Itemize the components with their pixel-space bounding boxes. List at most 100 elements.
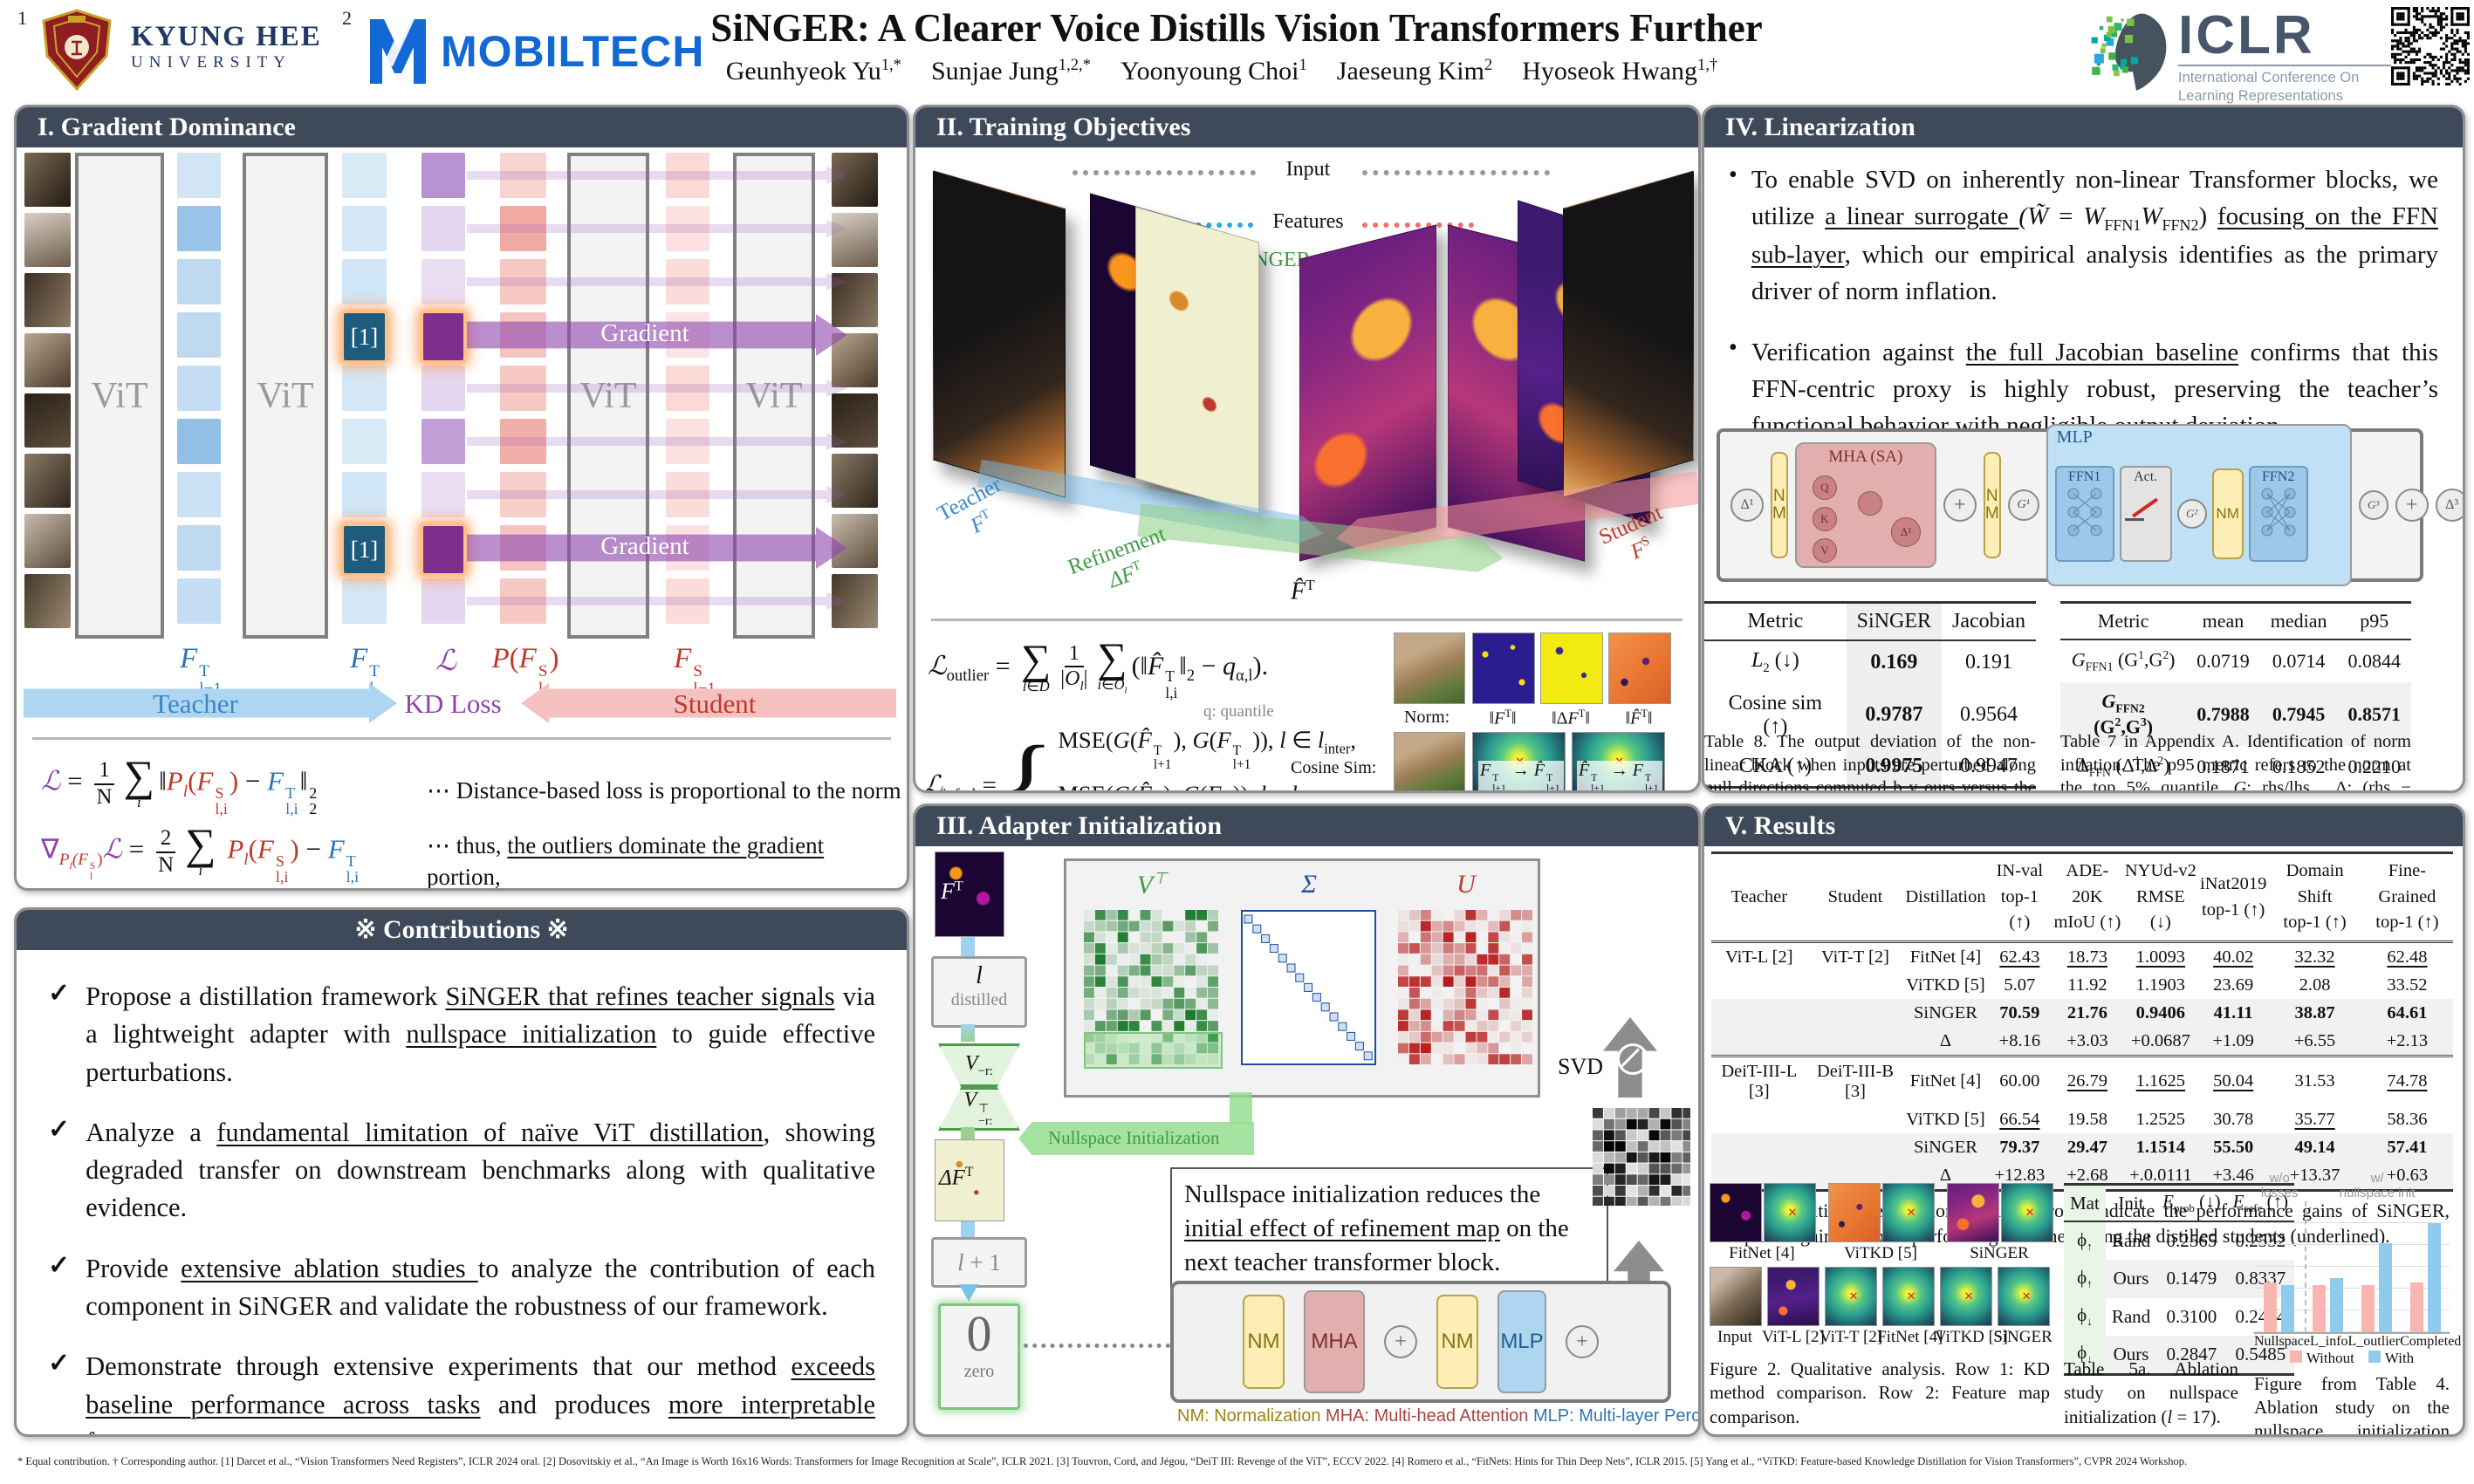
table-row: GFFN2 (G2,G3) 0.7988 0.7945 0.8571 (2060, 681, 2411, 747)
refinement-plane (1135, 206, 1259, 515)
features-label: Features (1272, 210, 1344, 233)
table-row: ΔFFN (Δ1,Δ2) 0.1871 0.1852 0.2210 (2060, 746, 2411, 788)
iclr-rule (2178, 64, 2401, 66)
bar-plot (2254, 1200, 2450, 1334)
table-cell: +2.68 (2066, 1165, 2108, 1185)
table-cell: 62.48 (2387, 947, 2428, 967)
nullspace-init-label: Nullspace Initialization (1048, 1127, 1220, 1148)
feature-token (421, 153, 465, 198)
input-patch (832, 514, 878, 568)
table-cell: 0.0719 (2196, 649, 2250, 672)
feature-map-comparison (1940, 1267, 1992, 1326)
loss-label: ℒ (435, 646, 456, 677)
table-cell: 0.9947 (1960, 754, 2018, 777)
figure-tile-label: SiNGER (1970, 1244, 2029, 1262)
register-token: [1] (340, 310, 388, 364)
table-cell: 32.32 (2294, 947, 2335, 967)
table-cell: 0.0714 (2272, 649, 2326, 672)
table-cell (1807, 971, 1904, 999)
kyunghee-logo: KYUNG HEE UNIVERSITY (131, 21, 322, 72)
mlp-block: MLP (1497, 1290, 1546, 1393)
input-patch (832, 454, 878, 508)
contribution-item: ✓ Demonstrate through extensive experimen… (48, 1348, 875, 1434)
table-header-row: Teacher Student Distillation IN-val top-1 (… (1711, 852, 2453, 944)
feature-token (342, 578, 387, 624)
check-icon: ✓ (48, 1250, 71, 1280)
student-input-image (1563, 170, 1694, 498)
v-node: V (1812, 538, 1837, 563)
bullet-1-text: To enable SVD on inherently non-linear T… (1751, 166, 2438, 305)
table-cell: 0.169 (1846, 640, 1943, 684)
author: Sunjae Jung1,2,* (930, 56, 1091, 85)
vit-block-2: ViT (243, 153, 328, 639)
table-cell (1807, 1027, 1904, 1057)
table-cell: 57.41 (2387, 1137, 2428, 1157)
column-header: iNat2019 top-1 (↑) (2198, 852, 2269, 944)
table-cell: +3.46 (2212, 1165, 2254, 1185)
section-3-title: III. Adapter Initialization (915, 806, 1698, 846)
column-header: Student (1806, 852, 1904, 944)
table-row: ViTKD [5] 66.54 19.58 1.2525 30.78 35.77 58.36 (1711, 1105, 2453, 1133)
ffn1-label: FFN1 (2067, 469, 2101, 484)
norm-node-3: NM (2211, 468, 2244, 559)
loss-formula-note: ⋯ Distance-based loss is proportional to… (427, 777, 901, 804)
feature-token (500, 366, 546, 411)
feature-token (342, 259, 387, 304)
input-patch (832, 213, 878, 267)
block-linearization-diagram: Δ¹ NM MHA (SA) Q K V Δ² + NM G¹ MLP FFN1… (1717, 424, 2463, 586)
weight-matrix-noise (1593, 1108, 1690, 1206)
table-cell: 0.2210 (2347, 756, 2402, 778)
chart-legend: Without With (2254, 1350, 2450, 1367)
table-header-row: Metric mean median p95 (2060, 602, 2411, 640)
kd-comparison-map (1764, 1183, 1816, 1242)
table-cell: 31.53 (2268, 1055, 2361, 1106)
g3-node: G³ (2358, 490, 2388, 520)
table-cell: +6.55 (2293, 1030, 2336, 1050)
norm-row-label: Norm: (1404, 708, 1450, 727)
residual-add-2: + (1566, 1325, 1599, 1358)
v-transpose-label: V⊤ (1136, 870, 1168, 899)
input-patch (832, 333, 878, 387)
input-patch (832, 273, 878, 327)
residual-add-1: + (1943, 489, 1977, 522)
column-header: Mat (2064, 1184, 2106, 1223)
table-cell: Ours (2113, 1268, 2149, 1289)
kd-comparison-map (2001, 1183, 2053, 1242)
feature-token (421, 419, 465, 464)
input-dots-right (1362, 170, 1550, 175)
table-row: Δ +8.16 +3.03 +0.0687 +1.09 +6.55 +2.13 (1711, 1027, 2453, 1057)
zero-label: zero (963, 1361, 995, 1381)
category-label: Completed (2400, 1333, 2462, 1349)
table-cell: DeiT-III-L [3] (1711, 1055, 1807, 1106)
table-cell: 0.8571 (2347, 702, 2402, 725)
section-2-title: II. Training Objectives (915, 107, 1698, 147)
ffn-net-icon (2261, 488, 2296, 537)
bar-with (2329, 1278, 2343, 1332)
iclr-acronym: ICLR (2178, 5, 2315, 65)
contribution-item: ✓ Provide extensive ablation studies to a… (48, 1250, 875, 1326)
teacher-arrow (24, 683, 397, 723)
table-row: L2 (↓) 0.169 0.191 (1704, 640, 2036, 684)
input-image (1710, 1267, 1762, 1326)
bar-group (2409, 1201, 2441, 1332)
table-cell: ϕ↓ (2064, 1335, 2106, 1375)
divider (32, 737, 891, 740)
feature-token (342, 419, 387, 464)
divider (931, 619, 1682, 621)
table-cell: 0.9406 (2135, 1002, 2186, 1022)
info-loss-case-2: MSE(G(F̂Tl), G(FTl)), l = lfinal. (1058, 781, 1356, 790)
feature-token (177, 259, 221, 304)
feature-token (177, 525, 221, 571)
no-grad-icon (1617, 1043, 1648, 1075)
figure-tile-label: ViTKD [5] (1844, 1244, 1917, 1262)
gradient-arrow-faint (467, 592, 847, 610)
table-cell: Δ (1939, 1030, 1952, 1050)
brace: { (999, 723, 1055, 793)
table-cell: +13.37 (2289, 1165, 2340, 1185)
feature-token (342, 206, 387, 251)
legend-item: Without (2289, 1350, 2354, 1367)
table-cell: 74.78 (2361, 1055, 2453, 1106)
vit-label: ViT (257, 375, 314, 416)
